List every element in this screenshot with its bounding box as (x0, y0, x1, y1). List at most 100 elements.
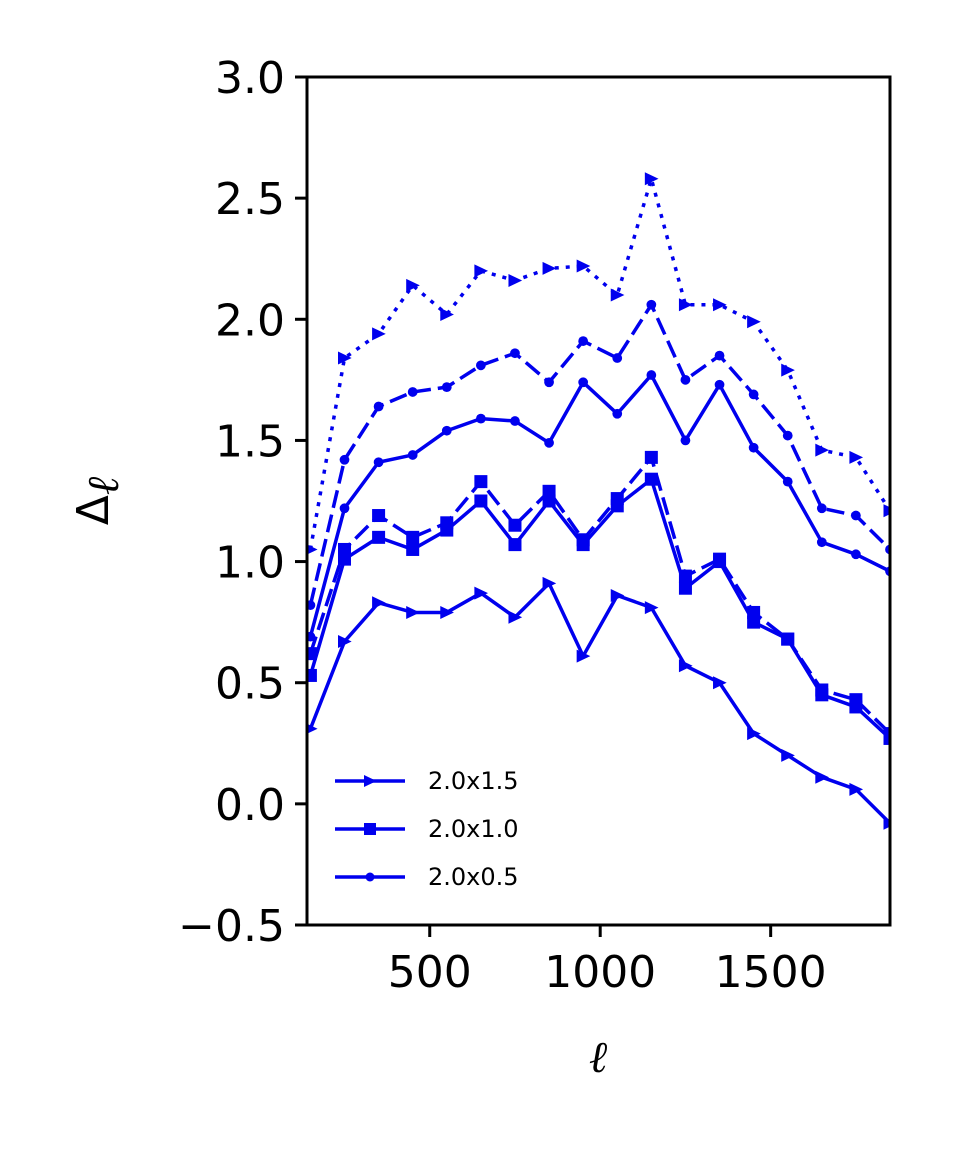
data-point (781, 748, 795, 762)
data-point (372, 530, 386, 544)
data-point (678, 298, 693, 312)
data-point (644, 472, 658, 486)
legend-label: 2.0x1.5 (428, 767, 519, 795)
data-point (816, 503, 827, 514)
y-tick-label: 1.0 (215, 538, 285, 589)
data-point (680, 374, 691, 385)
data-point (610, 288, 625, 302)
data-point (407, 450, 418, 460)
data-point (849, 693, 863, 707)
series-line (308, 302, 890, 606)
data-point (678, 581, 692, 595)
data-point (576, 533, 590, 547)
data-point (307, 600, 316, 611)
data-point (612, 408, 623, 419)
legend-item: 2.0x1.5 (335, 767, 519, 795)
series-line (308, 581, 890, 825)
data-point (578, 377, 589, 388)
data-point (851, 549, 861, 560)
data-point (338, 635, 352, 649)
series-5 (307, 450, 890, 741)
data-point (644, 601, 659, 615)
axes-frame (305, 75, 892, 927)
series-4 (307, 299, 890, 611)
series-3 (307, 370, 890, 642)
data-point (406, 542, 420, 556)
data-point (508, 518, 522, 532)
data-point (474, 475, 488, 489)
data-point (816, 537, 827, 548)
data-point (339, 454, 350, 465)
legend-marker (364, 823, 376, 835)
y-tick-label: 0.0 (215, 780, 285, 831)
data-point (748, 442, 759, 453)
legend-label: 2.0x1.0 (428, 815, 519, 843)
y-axis-label: Δ (68, 495, 119, 525)
data-point (678, 569, 692, 583)
data-point (781, 363, 795, 377)
data-point (644, 450, 658, 464)
legend-item: 2.0x1.0 (335, 815, 519, 843)
data-point (713, 676, 727, 690)
data-point (815, 443, 829, 457)
data-point (373, 401, 384, 412)
legend-marker (365, 872, 375, 882)
data-point (644, 172, 659, 186)
data-point (510, 348, 520, 359)
data-point (610, 492, 624, 506)
plot-area (307, 172, 890, 830)
legend-label: 2.0x0.5 (428, 863, 519, 891)
data-point (747, 727, 761, 741)
x-tick-label: 1500 (715, 947, 827, 998)
data-point (307, 723, 318, 734)
data-point (748, 389, 759, 400)
data-point (510, 416, 520, 426)
legend-item: 2.0x0.5 (335, 863, 519, 891)
x-tick-label: 1000 (544, 947, 656, 998)
data-point (849, 782, 864, 796)
data-point (474, 264, 489, 278)
data-point (372, 327, 386, 341)
data-point (339, 503, 350, 514)
y-axis: −0.5 0.0 0.5 1.0 1.5 2.0 2.5 3.0 (178, 53, 307, 952)
data-point (476, 360, 486, 371)
data-point (576, 259, 591, 273)
data-point (544, 437, 554, 448)
series-line (308, 373, 890, 638)
data-point (747, 315, 761, 329)
series-line (308, 177, 890, 550)
series-6 (307, 172, 890, 555)
data-point (747, 605, 761, 619)
data-point (338, 542, 352, 556)
data-point (544, 377, 554, 388)
y-tick-label: 0.5 (215, 659, 285, 710)
data-point (576, 649, 591, 663)
data-point (782, 430, 793, 441)
y-tick-label: −0.5 (178, 901, 285, 952)
data-point (781, 632, 795, 646)
y-axis-label-group: Δℓ (68, 476, 129, 525)
data-point (849, 450, 864, 464)
data-point (714, 350, 725, 361)
data-point (474, 494, 488, 508)
data-point (441, 425, 452, 436)
series-line (308, 455, 890, 735)
data-point (406, 530, 420, 544)
data-point (372, 596, 386, 610)
data-point (508, 610, 523, 624)
data-point (441, 382, 452, 393)
data-point (713, 298, 727, 312)
data-point (883, 727, 890, 741)
legend: 2.0x1.5 2.0x1.0 2.0x0.5 (335, 767, 519, 891)
data-point (407, 387, 418, 397)
data-point (373, 457, 384, 468)
y-tick-label: 1.5 (215, 416, 285, 467)
data-point (508, 274, 523, 288)
data-point (713, 552, 727, 566)
data-point (646, 299, 657, 310)
data-point (307, 631, 316, 642)
data-point (307, 647, 317, 661)
data-point (307, 544, 318, 555)
data-point (680, 435, 691, 446)
